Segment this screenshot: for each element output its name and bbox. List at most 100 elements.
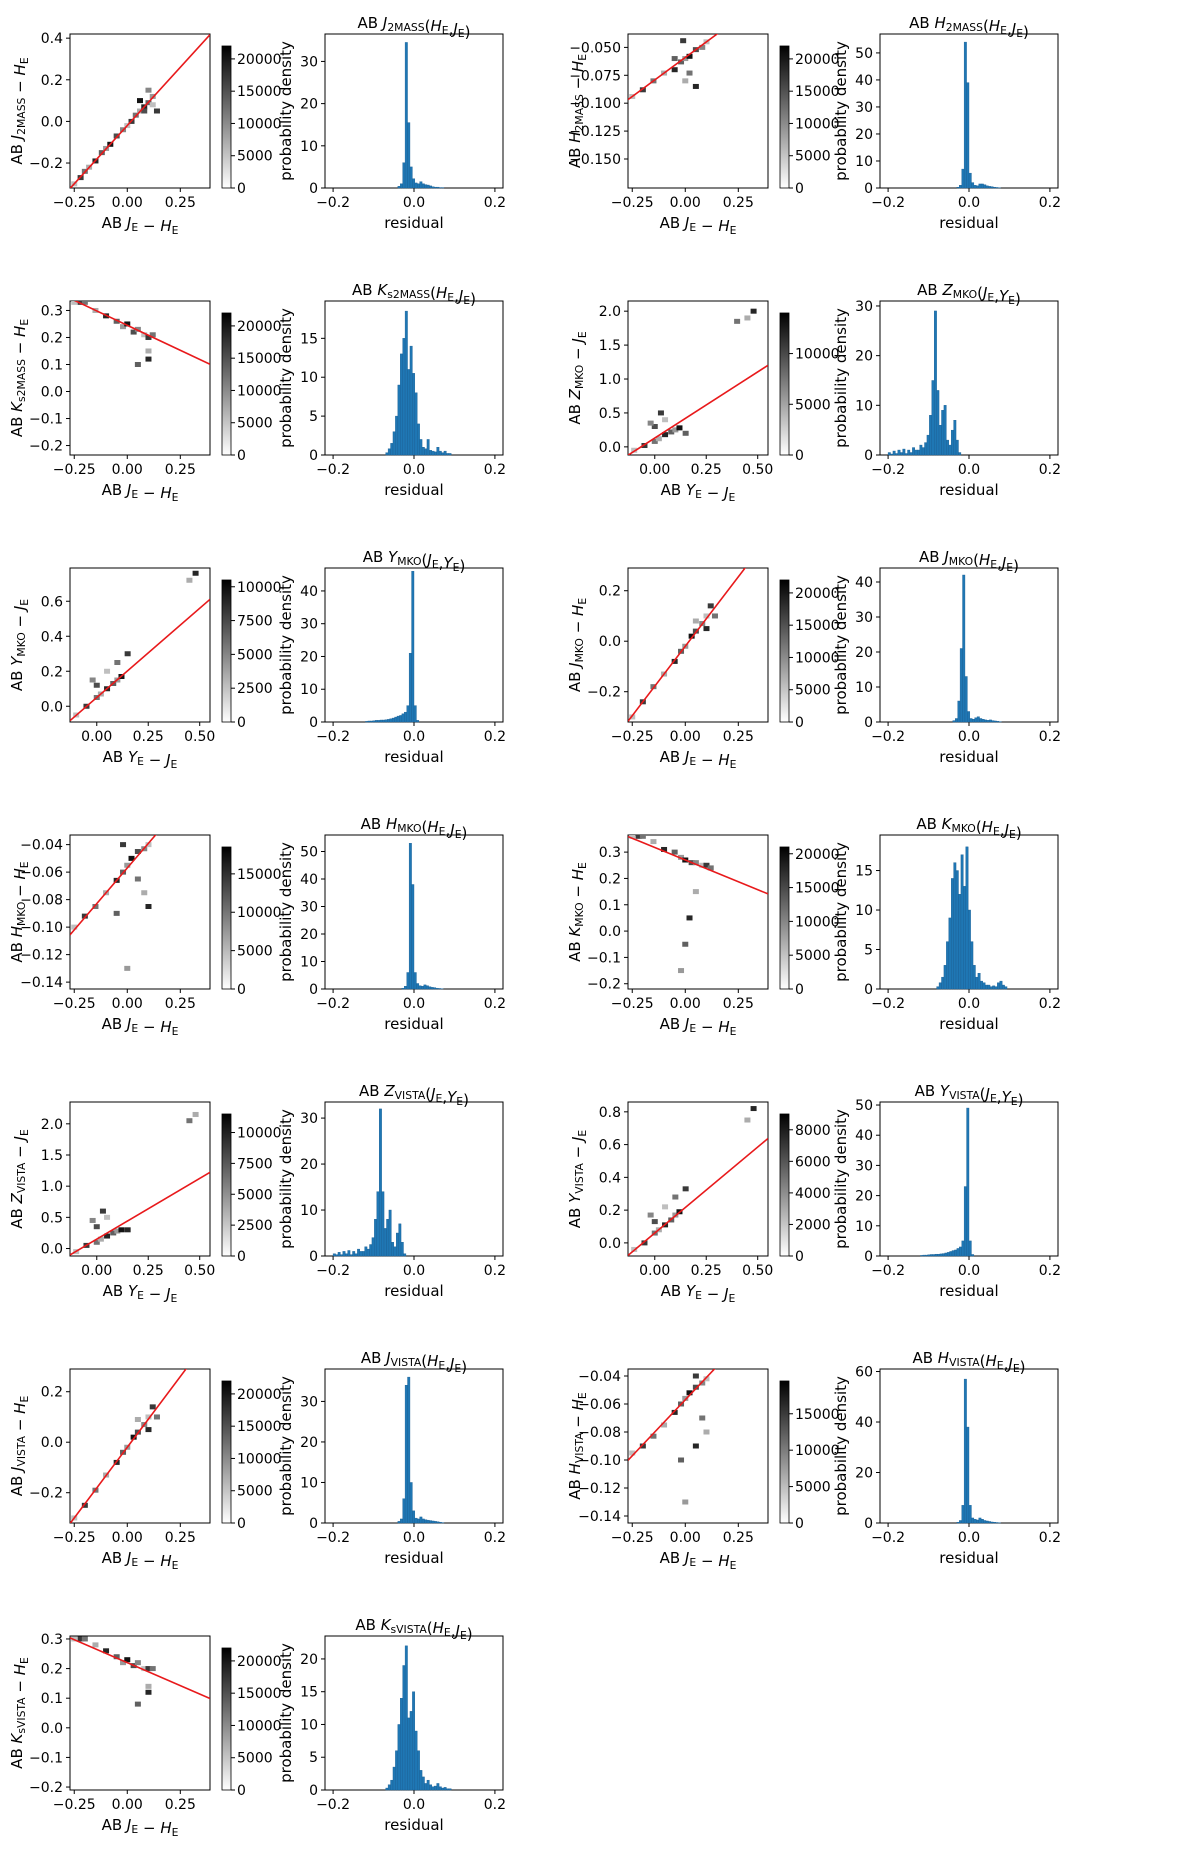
histogram-bar: [960, 854, 964, 990]
x-tick-label: 0.25: [133, 729, 164, 745]
histogram-bar: [434, 1785, 437, 1791]
y-tick-label: −0.10: [20, 920, 63, 936]
axes-frame: [879, 567, 1059, 723]
y-tick-label: 0.2: [599, 871, 621, 887]
x-axis-label: AB JE − HE: [660, 748, 737, 771]
hexbin-cell: [678, 59, 685, 65]
hexbin-cell: [124, 651, 131, 657]
histogram-bar: [941, 976, 945, 990]
histogram-bar: [400, 353, 403, 456]
histogram-bar: [946, 439, 949, 456]
y-axis-label: AB H2MASS − HE: [566, 54, 589, 168]
axes-frame: [69, 1635, 211, 1791]
y-axis-label: probability density: [832, 1109, 850, 1249]
colorbar-tick-label: 10000: [237, 905, 282, 921]
histogram-bar: [446, 453, 449, 456]
histogram-bar: [425, 985, 429, 990]
y-tick-label: 40: [300, 584, 318, 600]
histogram-bar: [416, 983, 420, 990]
histogram-bar: [926, 434, 930, 456]
colorbar-tick-label: 10000: [795, 1443, 840, 1459]
hexbin-cell: [141, 108, 148, 114]
histogram-bar: [957, 700, 961, 723]
x-axis-label: AB JE − HE: [102, 1549, 179, 1572]
histogram-bar: [963, 1186, 967, 1257]
hexbin-cell: [692, 1443, 699, 1449]
panel-r3c0: −0.25 0.00 0.25 −0.14 −0.12 −0.10 −0.08 −0.06 −0…: [8, 834, 282, 1038]
y-tick-label: 0: [309, 181, 318, 197]
colorbar-tick-label: 0: [237, 715, 246, 731]
colorbar-tick-label: 20000: [237, 1387, 282, 1403]
histogram-bar: [431, 186, 435, 189]
hexbin-cell: [651, 1219, 658, 1225]
x-axis-label: AB JE − HE: [102, 1015, 179, 1038]
y-tick-label: 0: [309, 1783, 318, 1799]
histogram-bar: [984, 984, 988, 990]
y-tick-label: −0.1: [29, 412, 63, 428]
histogram-bar: [390, 1779, 394, 1791]
y-tick-label: 15: [300, 1685, 318, 1701]
histogram-bar: [408, 843, 412, 990]
hexbin-cell: [678, 854, 685, 860]
y-axis-label: probability density: [277, 1109, 295, 1249]
colorbar-tick-label: 7500: [237, 614, 273, 630]
histogram-bar: [953, 420, 957, 456]
histogram-bar: [961, 1240, 965, 1257]
y-tick-label: 0: [864, 1516, 873, 1532]
y-tick-label: 2.0: [41, 1117, 63, 1133]
scatter-points: [628, 568, 747, 722]
hexbin-cell: [145, 356, 152, 362]
histogram-bar: [956, 1522, 960, 1524]
x-tick-label: 0.25: [165, 996, 196, 1012]
histogram-bar: [396, 715, 400, 723]
histogram-bar: [404, 1645, 408, 1791]
colorbar-tick-label: 0: [795, 1249, 804, 1265]
histogram-bar: [909, 452, 913, 456]
x-tick-label: 0.0: [958, 1263, 980, 1279]
colorbar-tick-label: 7500: [237, 1156, 273, 1172]
x-tick-label: 0.00: [112, 462, 143, 478]
fit-line: [628, 568, 747, 722]
histogram-bar: [976, 716, 980, 723]
histogram-bar: [438, 988, 441, 990]
histogram-bar: [959, 1246, 962, 1257]
hexbin-cell: [81, 301, 88, 305]
y-tick-label: 0.0: [41, 385, 63, 401]
scatter-points: [70, 1369, 187, 1523]
hexbin-cell: [671, 1409, 678, 1415]
y-tick-label: 20: [300, 97, 318, 113]
x-tick-label: 0.00: [81, 729, 112, 745]
hexbin-cell: [192, 570, 199, 576]
hexbin-cell: [744, 1117, 751, 1123]
histogram-bar: [438, 450, 442, 456]
hexbin-cell: [113, 133, 120, 139]
x-tick-label: 0.25: [691, 1263, 722, 1279]
x-tick-label: −0.25: [611, 729, 654, 745]
colorbar-tick-label: 0: [795, 448, 804, 464]
y-axis-label: AB KMKO − HE: [566, 862, 589, 962]
colorbar-tick-label: 0: [237, 1783, 246, 1799]
fit-line: [70, 1637, 210, 1700]
histogram-bar: [404, 986, 407, 990]
hexbin-cell: [110, 1230, 117, 1236]
x-tick-label: 0.0: [958, 996, 980, 1012]
histogram-bars: [952, 574, 1002, 723]
histogram-bars: [365, 571, 420, 723]
colorbar-tick-label: 10000: [237, 1718, 282, 1734]
x-axis-label: residual: [384, 214, 443, 232]
histogram-bar: [927, 1254, 931, 1257]
colorbar-tick-label: 8000: [795, 1123, 831, 1139]
hexbin-cell: [703, 1429, 710, 1435]
histogram-bar: [424, 184, 428, 189]
y-tick-label: 20: [855, 349, 873, 365]
histogram-bar: [946, 1252, 950, 1257]
x-tick-label: −0.25: [611, 1530, 654, 1546]
colorbar-tick-label: 5000: [237, 1751, 273, 1767]
hexbin-cell: [71, 301, 78, 305]
colorbar: [221, 579, 232, 723]
y-tick-label: 1.5: [599, 338, 621, 354]
histogram-bar: [423, 984, 427, 990]
histogram-bar: [419, 181, 423, 189]
histogram-bar: [973, 185, 977, 189]
x-tick-label: 0.0: [403, 1263, 425, 1279]
